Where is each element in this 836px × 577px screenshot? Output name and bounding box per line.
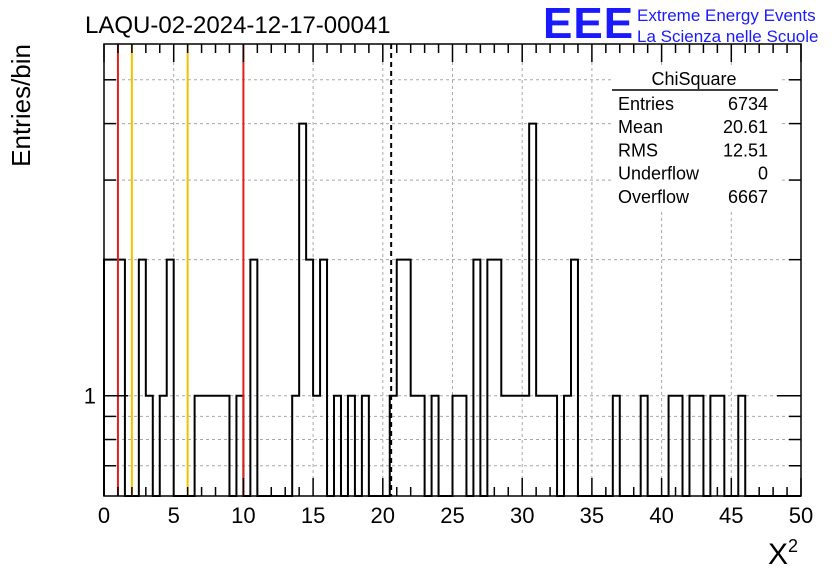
histogram-bar <box>522 396 529 496</box>
x-tick-label: 45 <box>719 503 743 528</box>
histogram-bar <box>195 396 202 496</box>
stats-row-label: Entries <box>618 94 674 114</box>
histogram-bar <box>250 260 257 496</box>
histogram-bar <box>494 260 501 496</box>
branding-line-2: La Scienza nelle Scuole <box>637 27 819 46</box>
histogram-bars <box>103 122 801 497</box>
stats-row-label: RMS <box>618 140 658 160</box>
histogram-bar <box>613 396 620 496</box>
histogram-bar <box>473 260 480 496</box>
histogram-bar <box>550 396 557 496</box>
stats-row-value: 6734 <box>728 94 768 114</box>
histogram-bar <box>515 396 522 496</box>
histogram-bar <box>160 396 167 496</box>
histogram-bar <box>459 396 466 496</box>
x-tick-label: 35 <box>580 503 604 528</box>
histogram-bar <box>306 260 313 496</box>
histogram-bar <box>118 260 125 496</box>
histogram-bar <box>202 396 209 496</box>
stats-row-value: 12.51 <box>723 140 768 160</box>
histogram-bar <box>104 260 111 496</box>
histogram-bar <box>320 260 327 496</box>
stats-row-label: Underflow <box>618 164 700 184</box>
histogram-bar <box>453 396 460 496</box>
chart-title: LAQU-02-2024-12-17-00041 <box>85 12 391 39</box>
histogram-bar <box>543 396 550 496</box>
stats-row-value: 6667 <box>728 187 768 207</box>
histogram-bar <box>536 396 543 496</box>
histogram-bar <box>418 396 425 496</box>
histogram-bar <box>222 396 229 496</box>
histogram-bar <box>529 124 536 496</box>
histogram-bar <box>139 260 146 496</box>
histogram-bar <box>348 396 355 496</box>
stats-box-title: ChiSquare <box>651 69 736 89</box>
y-tick-label: 1 <box>84 384 96 409</box>
histogram-bar <box>397 260 404 496</box>
histogram-bar <box>209 396 216 496</box>
histogram-bar <box>216 396 223 496</box>
eee-logo: EEE <box>543 0 635 48</box>
histogram-bar <box>564 396 571 496</box>
histogram-bar <box>111 260 118 496</box>
histogram-bar <box>696 396 703 496</box>
threshold-lines <box>116 44 393 496</box>
histogram-bar <box>292 396 299 496</box>
histogram-bar <box>571 260 578 496</box>
x-tick-label: 15 <box>301 503 325 528</box>
histogram-bar <box>689 396 696 496</box>
x-axis-label: X2 <box>768 536 798 571</box>
x-tick-label: 30 <box>510 503 534 528</box>
x-tick-label: 50 <box>789 503 813 528</box>
stats-row-value: 0 <box>758 164 768 184</box>
x-tick-label: 25 <box>440 503 464 528</box>
histogram-bar <box>313 396 320 496</box>
histogram-bar <box>146 396 153 496</box>
x-tick-label: 10 <box>231 503 255 528</box>
histogram-bar <box>717 396 724 496</box>
x-tick-label: 40 <box>649 503 673 528</box>
x-tick-label: 20 <box>371 503 395 528</box>
y-axis-label: Entries/bin <box>6 44 36 167</box>
histogram-bar <box>501 396 508 496</box>
histogram-outline <box>103 122 801 497</box>
histogram-bar <box>432 396 439 496</box>
histogram-bar <box>676 396 683 496</box>
histogram-bar <box>738 396 745 496</box>
histogram-bar <box>236 396 243 496</box>
stats-row-value: 20.61 <box>723 117 768 137</box>
stats-row-label: Mean <box>618 117 663 137</box>
histogram-bar <box>487 260 494 496</box>
histogram-bar <box>167 260 174 496</box>
histogram-bar <box>334 396 341 496</box>
histogram-bar <box>404 260 411 496</box>
histogram-bar <box>669 396 676 496</box>
histogram-bar <box>299 124 306 496</box>
histogram-bar <box>362 396 369 496</box>
histogram-bar <box>411 396 418 496</box>
histogram-bar <box>508 396 515 496</box>
x-tick-label: 0 <box>98 503 110 528</box>
x-axis-label-main: X <box>768 538 788 571</box>
axes: 0 5 10 15 20 25 30 35 40 45 50 1 <box>84 43 813 528</box>
stats-row-label: Overflow <box>618 187 690 207</box>
histogram-bar <box>641 396 648 496</box>
x-tick-label: 5 <box>168 503 180 528</box>
stats-box: ChiSquare Entries 6734 Mean 20.61 RMS 12.51 Und… <box>612 66 780 210</box>
branding-line-1: Extreme Energy Events <box>637 6 816 25</box>
histogram-bar <box>710 396 717 496</box>
x-axis-label-sup: 2 <box>788 536 798 556</box>
